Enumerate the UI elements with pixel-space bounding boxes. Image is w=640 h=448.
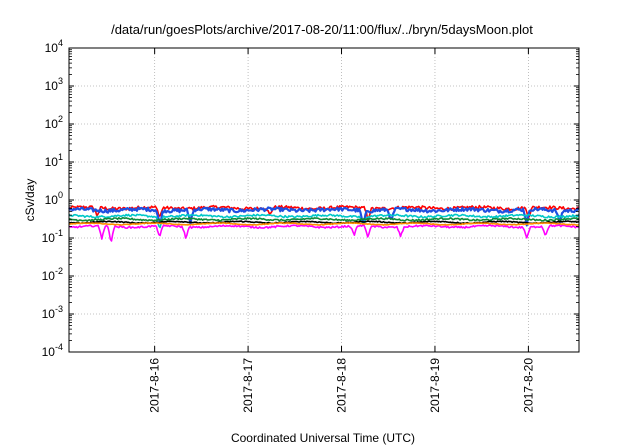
y-tick-label: 104 [45, 38, 63, 55]
x-tick-label: 2017-8-17 [241, 358, 255, 413]
series-line [68, 213, 580, 229]
y-axis-label: cSv/day [23, 179, 37, 222]
x-tick-label: 2017-8-20 [521, 358, 535, 413]
grid [69, 48, 579, 352]
y-tick-label: 10-2 [42, 266, 63, 283]
y-tick-label: 10-1 [42, 228, 63, 245]
series-line [68, 206, 580, 227]
x-axis: 2017-8-16 2017-8-17 2017-8-18 2017-8-19 2017… [148, 48, 535, 413]
series-line [68, 220, 580, 225]
series-line [68, 217, 580, 222]
y-tick-label: 102 [45, 114, 63, 131]
x-axis-label: Coordinated Universal Time (UTC) [231, 431, 415, 445]
series-line [68, 224, 580, 242]
y-tick-label: 103 [45, 76, 63, 93]
y-tick-label: 10-4 [42, 342, 63, 359]
series-line [69, 222, 580, 226]
series-line [68, 204, 580, 221]
x-tick-label: 2017-8-16 [148, 358, 162, 413]
x-tick-label: 2017-8-18 [335, 358, 349, 413]
chart-title: /data/run/goesPlots/archive/2017-08-20/1… [111, 22, 533, 37]
series-layer [68, 204, 580, 242]
x-tick-label: 2017-8-19 [428, 358, 442, 413]
y-tick-label: 10-3 [42, 304, 63, 321]
y-tick-label: 100 [45, 190, 63, 207]
y-tick-label: 101 [45, 152, 63, 169]
